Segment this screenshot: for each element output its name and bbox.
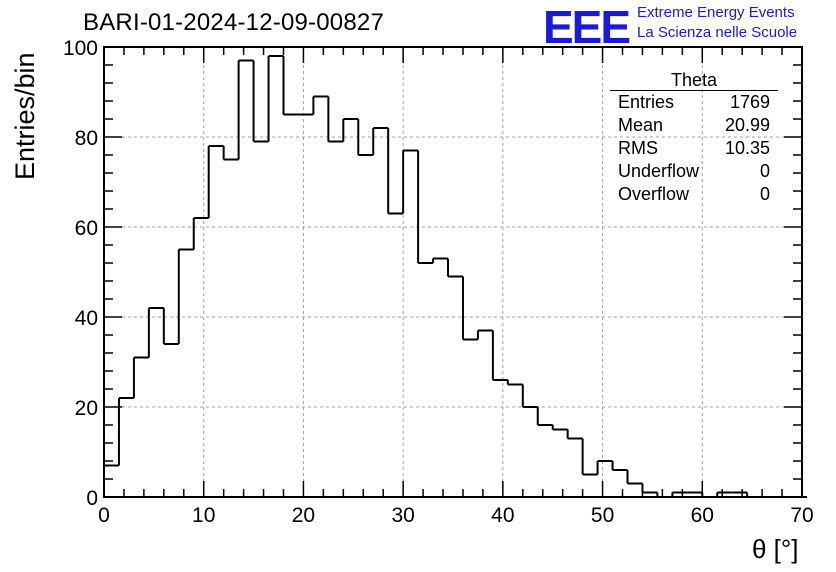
x-tick-label: 10 [192, 504, 215, 527]
x-tick-label: 70 [790, 504, 813, 527]
plot-frame [103, 46, 803, 498]
stats-row-entries: Entries 1769 [610, 91, 778, 114]
stats-value: 0 [759, 161, 770, 181]
eee-logo: EEE [543, 1, 631, 53]
y-tick-label: 40 [75, 307, 98, 330]
stats-label: Entries [618, 92, 675, 112]
y-tick-label: 60 [75, 217, 98, 240]
stats-row-rms: RMS 10.35 [610, 137, 778, 160]
y-tick-label: 0 [86, 487, 98, 510]
x-tick-label: 50 [591, 504, 614, 527]
x-tick-label: 60 [691, 504, 714, 527]
stats-row-overflow: Overflow 0 [610, 183, 778, 206]
stats-box: Theta Entries 1769 Mean 20.99 RMS 10.35 … [610, 70, 778, 206]
x-axis-label: θ [°] [752, 534, 799, 564]
stats-label: Underflow [618, 161, 700, 181]
stats-label: RMS [618, 138, 658, 158]
x-tick-label: 20 [292, 504, 315, 527]
stats-value: 1769 [729, 92, 770, 112]
logo-caption-line2: La Scienza nelle Scuole [637, 24, 798, 41]
x-tick-label: 0 [98, 504, 110, 527]
y-tick-label: 20 [75, 397, 98, 420]
stats-value: 0 [759, 184, 770, 204]
stats-label: Mean [618, 115, 664, 135]
y-axis-label: Entries/bin [10, 52, 40, 180]
stats-value: 10.35 [724, 138, 770, 158]
stats-title: Theta [610, 70, 778, 91]
stats-row-underflow: Underflow 0 [610, 160, 778, 183]
y-tick-label: 100 [63, 37, 98, 60]
x-tick-label: 40 [491, 504, 514, 527]
x-tick-label: 30 [391, 504, 414, 527]
stats-row-mean: Mean 20.99 [610, 114, 778, 137]
run-title: BARI-01-2024-12-09-00827 [83, 9, 384, 36]
y-tick-label: 80 [75, 127, 98, 150]
logo-caption-line1: Extreme Energy Events [637, 4, 795, 21]
stats-value: 20.99 [724, 115, 770, 135]
stats-label: Overflow [618, 184, 690, 204]
